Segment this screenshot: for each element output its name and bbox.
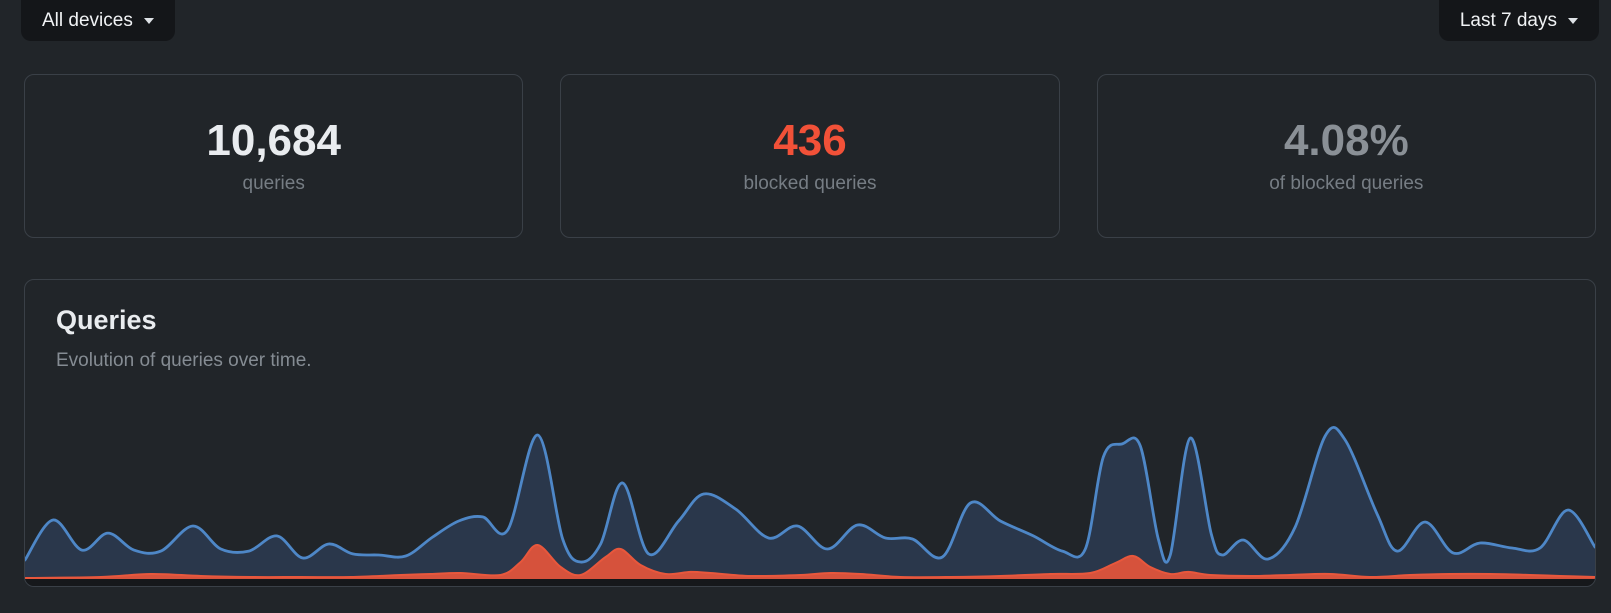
- blocked-percentage-label: of blocked queries: [1269, 173, 1424, 194]
- time-range-dropdown[interactable]: Last 7 days: [1438, 0, 1599, 41]
- stat-card-total-queries: 10,684 queries: [24, 74, 524, 238]
- total-queries-value: 10,684: [206, 116, 341, 165]
- chart-axis-strip: [25, 579, 1595, 586]
- blocked-queries-label: blocked queries: [743, 173, 877, 194]
- queries-area-chart: [25, 419, 1595, 586]
- queries-panel: Queries Evolution of queries over time.: [24, 279, 1596, 587]
- blocked-percentage-value: 4.08%: [1283, 116, 1409, 165]
- chart-svg: [25, 426, 1595, 586]
- queries-series-line: [25, 426, 1595, 564]
- device-selector-label: All devices: [42, 9, 133, 31]
- panel-title: Queries: [56, 305, 157, 335]
- stats-row: 10,684 queries 436 blocked queries 4.08%…: [24, 74, 1596, 238]
- stat-card-blocked-percentage: 4.08% of blocked queries: [1096, 74, 1596, 238]
- device-selector-dropdown[interactable]: All devices: [21, 0, 175, 41]
- time-range-label: Last 7 days: [1459, 9, 1557, 31]
- blocked-queries-value: 436: [773, 116, 847, 165]
- queries-series-area: [25, 427, 1595, 579]
- total-queries-label: queries: [242, 173, 305, 194]
- caret-down-icon: [143, 18, 154, 24]
- panel-subtitle: Evolution of queries over time.: [56, 349, 312, 371]
- blocked-series-line: [25, 544, 1595, 579]
- stat-card-blocked-queries: 436 blocked queries: [560, 74, 1060, 238]
- caret-down-icon: [1568, 18, 1578, 24]
